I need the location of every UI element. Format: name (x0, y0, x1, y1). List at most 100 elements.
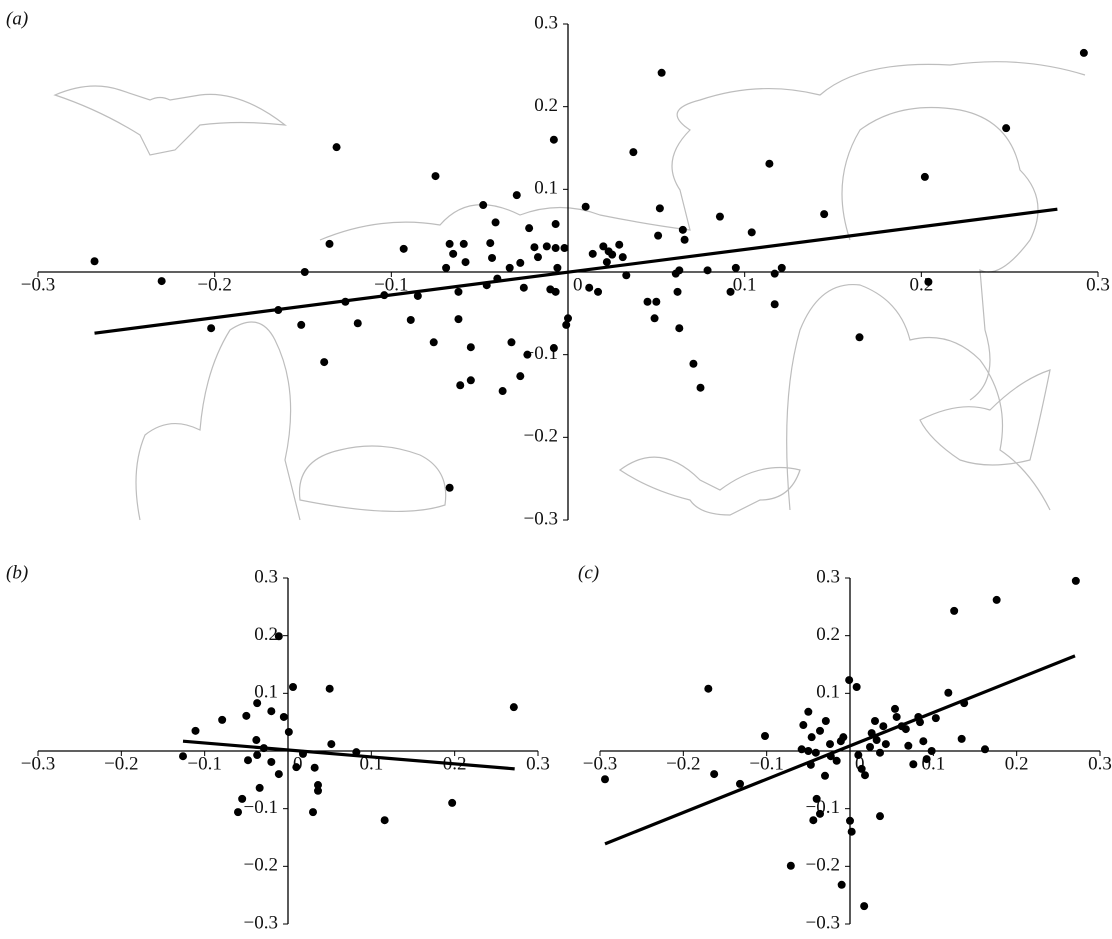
scatter-point (238, 795, 246, 803)
scatter-point (891, 705, 899, 713)
x-tick-label: −0.2 (104, 753, 138, 774)
scatter-point (644, 298, 652, 306)
scatter-point (838, 881, 846, 889)
scatter-point (928, 747, 936, 755)
scatter-point (799, 721, 807, 729)
y-tick-label: 0.2 (254, 624, 278, 645)
scatter-point (467, 343, 475, 351)
scatter-point (771, 270, 779, 278)
scatter-point (919, 737, 927, 745)
scatter-point (446, 240, 454, 248)
scatter-point (594, 288, 602, 296)
scatter-point (1080, 49, 1088, 57)
scatter-point (689, 360, 697, 368)
scatter-point (234, 808, 242, 816)
scatter-point (846, 817, 854, 825)
scatter-point (267, 707, 275, 715)
scatter-point (309, 808, 317, 816)
scatter-point (681, 236, 689, 244)
scatter-point (615, 241, 623, 249)
y-tick-label: 0.2 (816, 624, 840, 645)
scatter-point (252, 736, 260, 744)
scatter-point (179, 752, 187, 760)
x-tick-label: −0.3 (583, 753, 617, 774)
bush-outline (300, 446, 446, 511)
scatter-point (679, 226, 687, 234)
scatter-point (400, 245, 408, 253)
scatter-point (516, 259, 524, 267)
scatter-point (275, 770, 283, 778)
bat-outline (55, 86, 285, 155)
scatter-point (629, 148, 637, 156)
scatter-point (804, 747, 812, 755)
scatter-point (821, 772, 829, 780)
scatter-point (656, 204, 664, 212)
scatter-point (456, 381, 464, 389)
y-tick-label: 0.3 (254, 566, 278, 587)
scatter-point (462, 258, 470, 266)
scatter-point (839, 733, 847, 741)
scatter-point (622, 271, 630, 279)
x-tick-label: 0.3 (526, 753, 550, 774)
scatter-point (326, 240, 334, 248)
scatter-point (280, 713, 288, 721)
scatter-point (552, 220, 560, 228)
y-tick-label: −0.3 (806, 912, 840, 933)
scatter-point (853, 683, 861, 691)
scatter-point (950, 607, 958, 615)
scatter-point (530, 243, 538, 251)
scatter-point (765, 160, 773, 168)
scatter-point (958, 735, 966, 743)
scatter-point (381, 816, 389, 824)
scatter-point (449, 250, 457, 258)
scatter-point (909, 760, 917, 768)
scatter-point (893, 713, 901, 721)
scatter-point (91, 257, 99, 265)
scatter-point (354, 319, 362, 327)
scatter-point (778, 264, 786, 272)
scatter-point (242, 712, 250, 720)
scatter-point (932, 714, 940, 722)
scatter-point (454, 315, 462, 323)
scatter-point (513, 191, 521, 199)
scatter-point (651, 314, 659, 322)
scatter-point (820, 210, 828, 218)
scatter-point (826, 740, 834, 748)
scatter-point (876, 812, 884, 820)
scatter-point (654, 232, 662, 240)
scatter-point (460, 240, 468, 248)
scatter-point (582, 203, 590, 211)
scatter-point (292, 763, 300, 771)
panel-label: (c) (578, 562, 599, 583)
scatter-point (218, 716, 226, 724)
scatter-point (467, 376, 475, 384)
scatter-point (552, 288, 560, 296)
scatter-point (601, 775, 609, 783)
scatter-point (253, 751, 261, 759)
scatter-point (550, 344, 558, 352)
x-tick-label: 0.2 (1005, 753, 1029, 774)
scatter-point (207, 324, 215, 332)
scatter-point (267, 758, 275, 766)
scatter-point (771, 300, 779, 308)
scatter-point (432, 172, 440, 180)
scatter-point (510, 703, 518, 711)
trend-line (605, 656, 1075, 844)
panel-label: (a) (6, 8, 28, 29)
scatter-point (448, 799, 456, 807)
scatter-point (822, 717, 830, 725)
scatter-point (560, 244, 568, 252)
scatter-point (854, 751, 862, 759)
scatter-point (871, 717, 879, 725)
trees-right-outline (787, 285, 1050, 510)
x-tick-label: −0.1 (749, 753, 783, 774)
scatter-point (333, 143, 341, 151)
scatter-point (981, 745, 989, 753)
y-tick-label: −0.3 (524, 508, 558, 529)
y-tick-label: 0.1 (816, 682, 840, 703)
scatter-point (658, 69, 666, 77)
scatter-point (748, 228, 756, 236)
y-tick-label: −0.3 (244, 912, 278, 933)
scatter-point (716, 213, 724, 221)
scatter-point (479, 201, 487, 209)
